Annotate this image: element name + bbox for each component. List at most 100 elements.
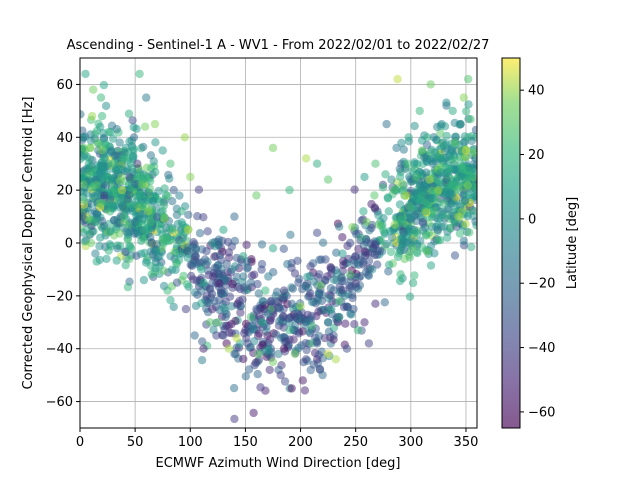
data-point [80,133,88,142]
data-point [301,154,311,163]
data-point [105,227,114,237]
data-point [242,240,251,249]
data-point [285,185,294,195]
data-point [169,302,178,312]
data-point [290,312,300,322]
data-point [405,292,415,301]
data-point [247,321,256,330]
data-point [417,184,426,193]
data-point [300,386,310,395]
data-point [401,191,410,200]
data-point [373,246,382,256]
data-point [439,222,449,231]
data-point [454,212,463,221]
data-point [147,270,156,279]
data-point [126,159,135,168]
data-point [463,181,472,190]
data-point [183,225,193,234]
data-point [335,222,344,231]
data-point [315,270,324,279]
data-point [155,262,164,271]
data-point [395,200,405,209]
data-point [160,184,169,193]
data-point [188,259,197,269]
data-point [426,261,436,270]
data-point [312,159,322,168]
data-point [418,243,427,252]
data-point [428,159,438,168]
data-point [97,145,106,155]
data-point [387,233,397,242]
data-point [447,190,457,200]
data-point [261,286,270,295]
data-point [172,259,181,269]
colorbar-tick-label: 0 [528,212,536,227]
data-point [159,201,169,210]
x-tick-label: 200 [288,435,313,450]
data-point [150,119,160,129]
data-point [459,236,468,245]
data-point [437,119,446,129]
data-point [107,175,117,184]
data-point [426,80,435,89]
data-point [124,220,133,230]
data-point [223,237,233,247]
data-point [342,344,352,353]
data-point [340,291,349,301]
data-point [159,212,168,221]
data-point [414,196,423,205]
data-point [408,278,418,288]
data-point [279,244,288,253]
data-point [193,290,202,299]
data-point [283,259,292,269]
x-tick-label: 100 [178,435,203,450]
data-point [367,223,376,233]
data-point [117,185,127,195]
data-point [435,176,444,186]
data-point [96,122,105,132]
data-point [167,265,177,274]
data-point [219,225,228,234]
data-point [345,281,354,290]
data-point [166,296,175,305]
data-point [133,159,142,168]
data-point [208,272,218,281]
data-point [203,227,212,236]
data-point [217,269,226,278]
data-point [462,191,472,200]
chart-title: Ascending - Sentinel-1 A - WV1 - From 20… [67,38,490,53]
data-point [231,316,240,326]
data-point [166,159,175,168]
x-tick-label: 300 [398,435,423,450]
data-point [108,201,118,211]
data-point [175,191,184,200]
data-point [91,217,100,227]
data-point [436,214,445,223]
data-point [197,356,207,365]
y-tick-label: 0 [65,237,73,252]
data-point [239,252,248,261]
data-point [406,212,415,221]
data-point [210,263,220,272]
data-point [98,217,107,226]
data-point [425,175,434,184]
data-point [440,187,450,196]
data-point [398,179,407,188]
data-point [421,207,430,216]
data-point [469,206,477,216]
data-point [225,292,235,301]
colorbar-label: Latitude [deg] [565,197,580,289]
data-point [81,69,90,79]
data-point [439,199,449,208]
data-point [275,317,284,326]
y-tick-label: 40 [56,131,73,146]
data-point [346,238,355,248]
data-point [323,318,333,327]
data-point [250,270,259,279]
data-point [462,107,471,116]
data-point [121,261,130,270]
data-point [113,244,122,253]
data-point [236,308,245,317]
data-point [252,191,261,200]
